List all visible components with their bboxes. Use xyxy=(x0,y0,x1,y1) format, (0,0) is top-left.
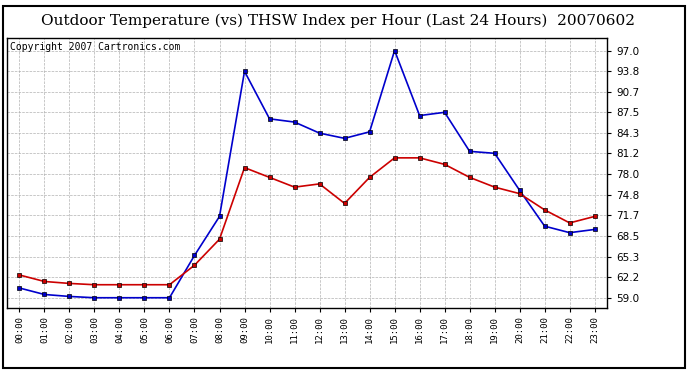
Text: Copyright 2007 Cartronics.com: Copyright 2007 Cartronics.com xyxy=(10,42,180,51)
Text: Outdoor Temperature (vs) THSW Index per Hour (Last 24 Hours)  20070602: Outdoor Temperature (vs) THSW Index per … xyxy=(41,13,635,27)
